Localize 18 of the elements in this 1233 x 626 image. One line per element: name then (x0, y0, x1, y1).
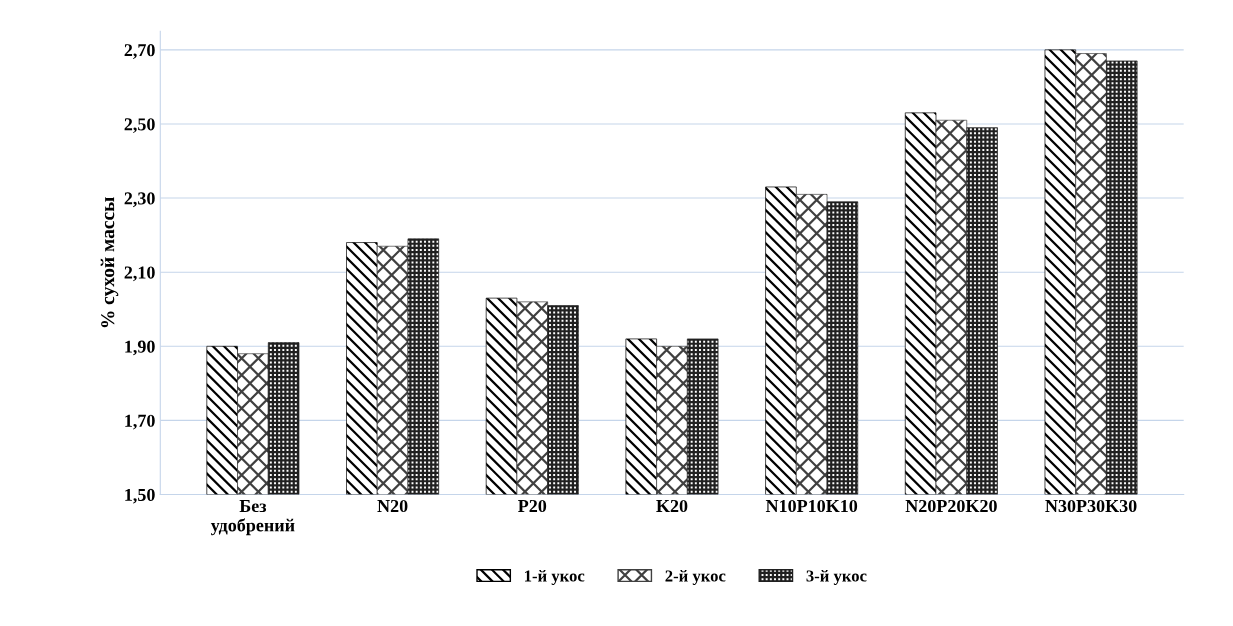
legend-label: 2-й укос (665, 569, 726, 586)
x-tick-label: P20 (518, 499, 547, 513)
x-tick-label: K20 (656, 499, 688, 513)
y-tick-label: 1,70 (125, 414, 155, 430)
x-tick-label: N10P10K10 (765, 499, 858, 513)
y-tick-label: 2,70 (124, 44, 155, 59)
x-tick-label: N20P20K20 (905, 499, 997, 513)
y-tick-label: 1,90 (125, 340, 155, 356)
y-tick-label: 2,50 (124, 118, 155, 134)
y-axis-title: % сухой массы (100, 197, 119, 328)
legend-label: 3-й укос (806, 569, 867, 586)
x-tick-label: N30P30K30 (1045, 499, 1137, 513)
y-tick-label: 1,50 (125, 488, 155, 504)
y-tick-label: 2,10 (124, 266, 155, 282)
legend-label: 1-й укос (525, 569, 585, 586)
y-tick-label: 2,30 (124, 192, 155, 208)
x-tick-label: N20 (377, 499, 408, 513)
x-tick-label: Без удобрений (210, 500, 295, 536)
